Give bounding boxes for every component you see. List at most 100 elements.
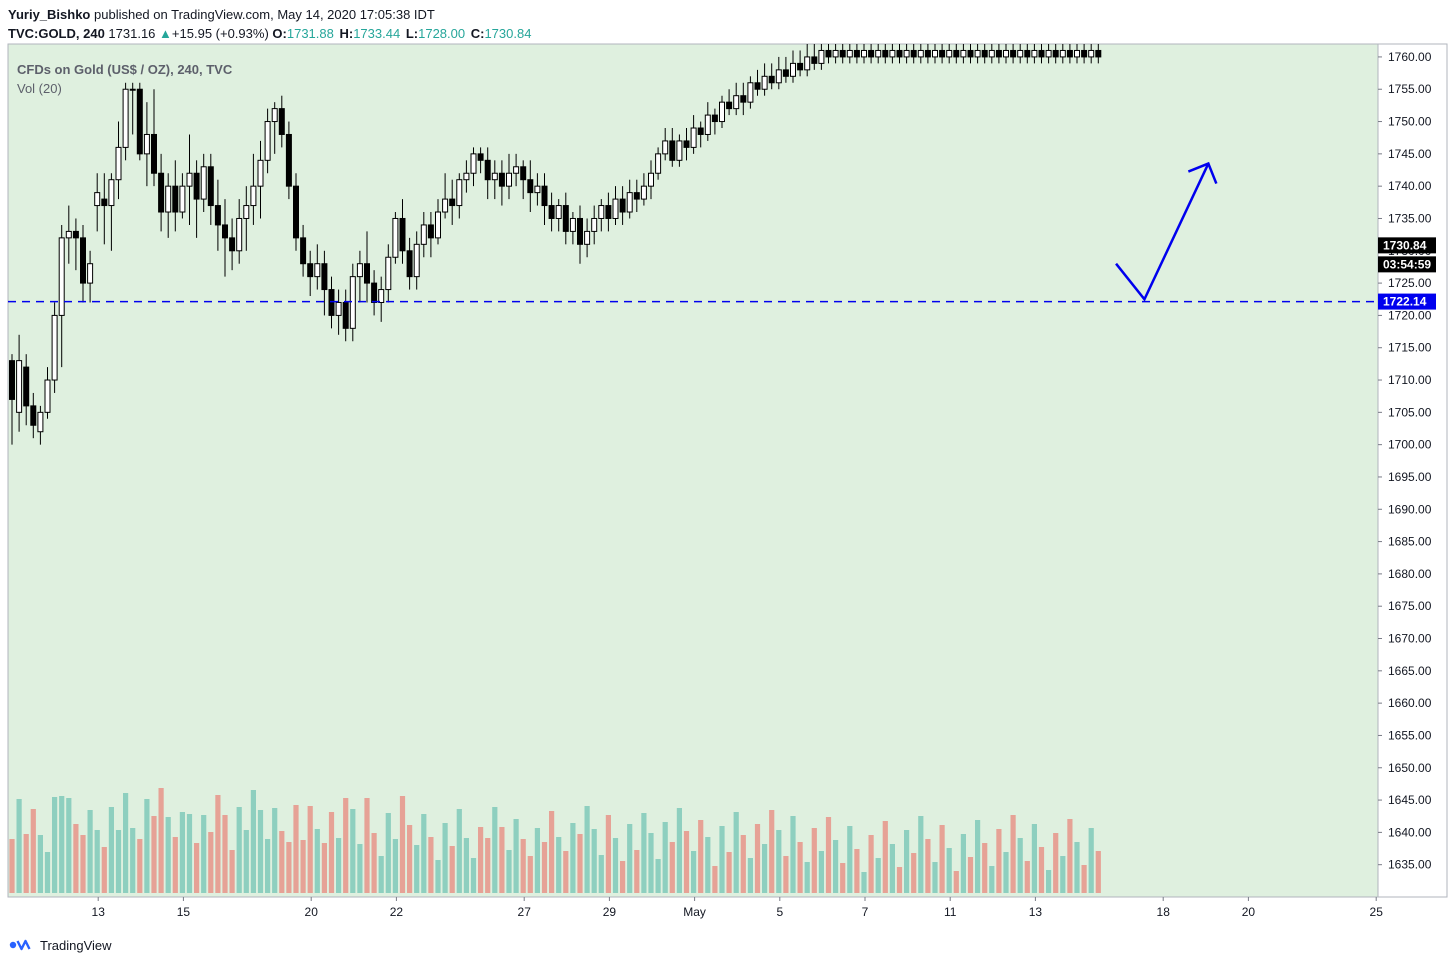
volume-bar: [783, 856, 789, 893]
volume-bar: [158, 788, 164, 893]
close-value: 1730.84: [484, 26, 532, 41]
volume-bar: [250, 790, 256, 893]
x-tick-label: 20: [305, 905, 319, 919]
candle-body: [129, 88, 136, 91]
candle-body: [903, 49, 910, 58]
candle-body: [115, 146, 122, 181]
y-tick-label: 1685.00: [1388, 535, 1432, 549]
candle-body: [9, 360, 15, 400]
candle-body: [946, 49, 953, 58]
y-tick-label: 1725.00: [1388, 276, 1432, 290]
volume-bar: [499, 827, 505, 893]
volume-bar: [442, 823, 448, 893]
volume-bar: [925, 839, 931, 893]
y-tick-label: 1690.00: [1388, 502, 1432, 516]
volume-bar: [478, 827, 484, 893]
volume-bar: [194, 843, 200, 893]
volume-bar: [641, 813, 647, 893]
candle-body: [988, 49, 995, 58]
volume-bar: [421, 814, 427, 893]
volume-bar: [946, 848, 952, 893]
candle-body: [435, 211, 441, 239]
author-name[interactable]: Yuriy_Bishko: [8, 7, 91, 22]
candle-body: [569, 217, 576, 232]
candle-body: [278, 108, 285, 135]
volume-indicator-label[interactable]: Vol (20): [17, 81, 62, 96]
volume-bar: [584, 806, 590, 893]
volume-bar: [286, 842, 292, 893]
candle-body: [633, 192, 640, 200]
volume-bar: [321, 843, 327, 893]
volume-bar: [265, 839, 271, 893]
volume-bar: [385, 813, 391, 893]
x-tick-label: 13: [1029, 905, 1043, 919]
candle-body: [1045, 49, 1052, 58]
volume-bar: [1060, 856, 1066, 893]
candle-body: [555, 205, 562, 219]
candle-body: [364, 263, 370, 284]
volume-bar: [776, 830, 782, 893]
candle-body: [1081, 49, 1088, 58]
volume-bar: [549, 811, 555, 893]
volume-bar: [762, 844, 768, 893]
candle-body: [200, 166, 207, 200]
volume-bar: [541, 842, 548, 893]
candle-body: [974, 49, 981, 58]
volume-bar: [151, 816, 157, 893]
open-label: O:: [272, 26, 287, 41]
candle-body: [136, 88, 143, 155]
volume-bar: [811, 828, 817, 893]
volume-bar: [577, 834, 583, 893]
volume-bar: [456, 809, 462, 893]
candle-body: [932, 49, 938, 58]
tradingview-brand[interactable]: TradingView: [40, 937, 112, 953]
volume-bar: [932, 862, 938, 893]
last-price-tag: [1378, 237, 1436, 254]
volume-bar: [527, 856, 533, 893]
candle-body: [598, 205, 605, 219]
candle-body: [293, 185, 299, 239]
volume-bar: [16, 799, 22, 893]
volume-bar: [371, 833, 377, 893]
candle-body: [1095, 49, 1102, 58]
candle-body: [726, 101, 733, 110]
volume-bar: [23, 834, 29, 893]
candle-body: [58, 237, 65, 316]
volume-bar: [918, 816, 924, 893]
price-axis: [1377, 43, 1448, 898]
volume-bar: [1074, 842, 1080, 893]
volume-bar: [967, 857, 974, 893]
candle-body: [214, 205, 221, 226]
volume-bar: [115, 830, 122, 893]
volume-bar: [634, 850, 640, 893]
candle-body: [719, 101, 725, 123]
volume-bar: [648, 833, 654, 893]
candle-body: [995, 49, 1002, 58]
candle-body: [335, 301, 342, 316]
candle-body: [463, 172, 470, 181]
y-tick-label: 1760.00: [1388, 50, 1432, 64]
volume-bar: [123, 793, 129, 893]
volume-bar: [1053, 833, 1059, 893]
candle-body: [1024, 49, 1031, 58]
candle-body: [825, 49, 832, 58]
volume-bar: [591, 829, 597, 893]
volume-bar: [80, 835, 86, 893]
volume-bar: [556, 837, 562, 893]
candle-body: [264, 121, 271, 161]
y-tick-label: 1740.00: [1388, 179, 1432, 193]
volume-bar: [73, 824, 79, 893]
volume-bar: [179, 812, 185, 893]
volume-bar: [769, 810, 775, 893]
volume-bar: [215, 795, 221, 893]
volume-bar: [1095, 851, 1101, 893]
volume-bar: [960, 834, 966, 893]
y-tick-label: 1695.00: [1388, 470, 1432, 484]
candle-body: [101, 198, 108, 207]
volume-bar: [605, 815, 611, 893]
volume-bar: [847, 826, 853, 893]
y-tick-label: 1655.00: [1388, 728, 1432, 742]
candle-body: [527, 179, 534, 194]
series-title[interactable]: CFDs on Gold (US$ / OZ), 240, TVC: [17, 62, 233, 77]
